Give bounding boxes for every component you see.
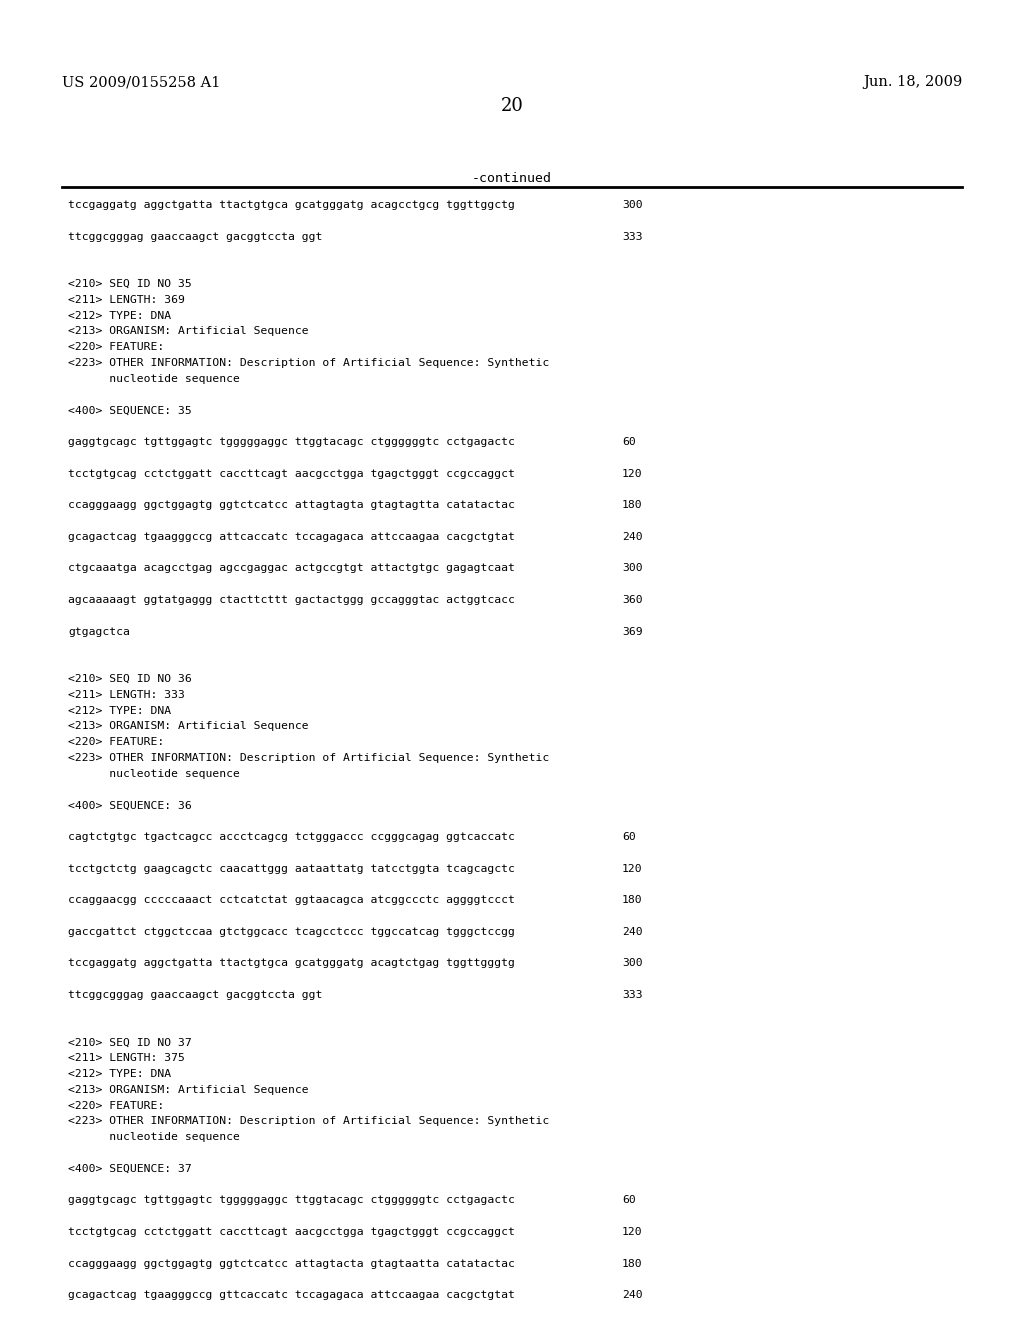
Text: <220> FEATURE:: <220> FEATURE: [68, 737, 164, 747]
Text: <211> LENGTH: 369: <211> LENGTH: 369 [68, 294, 185, 305]
Text: 20: 20 [501, 96, 523, 115]
Text: 240: 240 [622, 927, 643, 937]
Text: <210> SEQ ID NO 36: <210> SEQ ID NO 36 [68, 675, 191, 684]
Text: <400> SEQUENCE: 37: <400> SEQUENCE: 37 [68, 1164, 191, 1173]
Text: tcctgtgcag cctctggatt caccttcagt aacgcctgga tgagctgggt ccgccaggct: tcctgtgcag cctctggatt caccttcagt aacgcct… [68, 1228, 515, 1237]
Text: <220> FEATURE:: <220> FEATURE: [68, 1101, 164, 1110]
Text: 120: 120 [622, 469, 643, 479]
Text: 60: 60 [622, 832, 636, 842]
Text: tcctgctctg gaagcagctc caacattggg aataattatg tatcctggta tcagcagctc: tcctgctctg gaagcagctc caacattggg aataatt… [68, 863, 515, 874]
Text: 300: 300 [622, 958, 643, 969]
Text: <212> TYPE: DNA: <212> TYPE: DNA [68, 1069, 171, 1078]
Text: <223> OTHER INFORMATION: Description of Artificial Sequence: Synthetic: <223> OTHER INFORMATION: Description of … [68, 752, 549, 763]
Text: 180: 180 [622, 895, 643, 906]
Text: Jun. 18, 2009: Jun. 18, 2009 [863, 75, 962, 88]
Text: 60: 60 [622, 1196, 636, 1205]
Text: ttcggcgggag gaaccaagct gacggtccta ggt: ttcggcgggag gaaccaagct gacggtccta ggt [68, 231, 323, 242]
Text: gcagactcag tgaagggccg gttcaccatc tccagagaca attccaagaa cacgctgtat: gcagactcag tgaagggccg gttcaccatc tccagag… [68, 1290, 515, 1300]
Text: cagtctgtgc tgactcagcc accctcagcg tctgggaccc ccgggcagag ggtcaccatc: cagtctgtgc tgactcagcc accctcagcg tctggga… [68, 832, 515, 842]
Text: 333: 333 [622, 990, 643, 1001]
Text: <210> SEQ ID NO 37: <210> SEQ ID NO 37 [68, 1038, 191, 1047]
Text: ccaggaacgg cccccaaact cctcatctat ggtaacagca atcggccctc aggggtccct: ccaggaacgg cccccaaact cctcatctat ggtaaca… [68, 895, 515, 906]
Text: ccagggaagg ggctggagtg ggtctcatcc attagtacta gtagtaatta catatactac: ccagggaagg ggctggagtg ggtctcatcc attagta… [68, 1258, 515, 1269]
Text: agcaaaaagt ggtatgaggg ctacttcttt gactactggg gccagggtac actggtcacc: agcaaaaagt ggtatgaggg ctacttcttt gactact… [68, 595, 515, 605]
Text: gaggtgcagc tgttggagtc tgggggaggc ttggtacagc ctggggggtc cctgagactc: gaggtgcagc tgttggagtc tgggggaggc ttggtac… [68, 1196, 515, 1205]
Text: 180: 180 [622, 1258, 643, 1269]
Text: <212> TYPE: DNA: <212> TYPE: DNA [68, 310, 171, 321]
Text: <212> TYPE: DNA: <212> TYPE: DNA [68, 706, 171, 715]
Text: 333: 333 [622, 231, 643, 242]
Text: ctgcaaatga acagcctgag agccgaggac actgccgtgt attactgtgc gagagtcaat: ctgcaaatga acagcctgag agccgaggac actgccg… [68, 564, 515, 573]
Text: <213> ORGANISM: Artificial Sequence: <213> ORGANISM: Artificial Sequence [68, 722, 308, 731]
Text: gcagactcag tgaagggccg attcaccatc tccagagaca attccaagaa cacgctgtat: gcagactcag tgaagggccg attcaccatc tccagag… [68, 532, 515, 541]
Text: <211> LENGTH: 333: <211> LENGTH: 333 [68, 690, 185, 700]
Text: <400> SEQUENCE: 36: <400> SEQUENCE: 36 [68, 800, 191, 810]
Text: <223> OTHER INFORMATION: Description of Artificial Sequence: Synthetic: <223> OTHER INFORMATION: Description of … [68, 358, 549, 368]
Text: nucleotide sequence: nucleotide sequence [68, 374, 240, 384]
Text: 300: 300 [622, 564, 643, 573]
Text: nucleotide sequence: nucleotide sequence [68, 768, 240, 779]
Text: <400> SEQUENCE: 35: <400> SEQUENCE: 35 [68, 405, 191, 416]
Text: <213> ORGANISM: Artificial Sequence: <213> ORGANISM: Artificial Sequence [68, 1085, 308, 1094]
Text: tccgaggatg aggctgatta ttactgtgca gcatgggatg acagcctgcg tggttggctg: tccgaggatg aggctgatta ttactgtgca gcatggg… [68, 201, 515, 210]
Text: -continued: -continued [472, 172, 552, 185]
Text: <210> SEQ ID NO 35: <210> SEQ ID NO 35 [68, 279, 191, 289]
Text: gtgagctca: gtgagctca [68, 627, 130, 636]
Text: 360: 360 [622, 595, 643, 605]
Text: 300: 300 [622, 201, 643, 210]
Text: tcctgtgcag cctctggatt caccttcagt aacgcctgga tgagctgggt ccgccaggct: tcctgtgcag cctctggatt caccttcagt aacgcct… [68, 469, 515, 479]
Text: gaggtgcagc tgttggagtc tgggggaggc ttggtacagc ctggggggtc cctgagactc: gaggtgcagc tgttggagtc tgggggaggc ttggtac… [68, 437, 515, 447]
Text: 240: 240 [622, 1290, 643, 1300]
Text: ttcggcgggag gaaccaagct gacggtccta ggt: ttcggcgggag gaaccaagct gacggtccta ggt [68, 990, 323, 1001]
Text: <213> ORGANISM: Artificial Sequence: <213> ORGANISM: Artificial Sequence [68, 326, 308, 337]
Text: ccagggaagg ggctggagtg ggtctcatcc attagtagta gtagtagtta catatactac: ccagggaagg ggctggagtg ggtctcatcc attagta… [68, 500, 515, 511]
Text: 240: 240 [622, 532, 643, 541]
Text: <223> OTHER INFORMATION: Description of Artificial Sequence: Synthetic: <223> OTHER INFORMATION: Description of … [68, 1117, 549, 1126]
Text: US 2009/0155258 A1: US 2009/0155258 A1 [62, 75, 220, 88]
Text: 60: 60 [622, 437, 636, 447]
Text: 120: 120 [622, 1228, 643, 1237]
Text: 120: 120 [622, 863, 643, 874]
Text: tccgaggatg aggctgatta ttactgtgca gcatgggatg acagtctgag tggttgggtg: tccgaggatg aggctgatta ttactgtgca gcatggg… [68, 958, 515, 969]
Text: nucleotide sequence: nucleotide sequence [68, 1133, 240, 1142]
Text: 180: 180 [622, 500, 643, 511]
Text: 369: 369 [622, 627, 643, 636]
Text: <220> FEATURE:: <220> FEATURE: [68, 342, 164, 352]
Text: gaccgattct ctggctccaa gtctggcacc tcagcctccc tggccatcag tgggctccgg: gaccgattct ctggctccaa gtctggcacc tcagcct… [68, 927, 515, 937]
Text: <211> LENGTH: 375: <211> LENGTH: 375 [68, 1053, 185, 1063]
